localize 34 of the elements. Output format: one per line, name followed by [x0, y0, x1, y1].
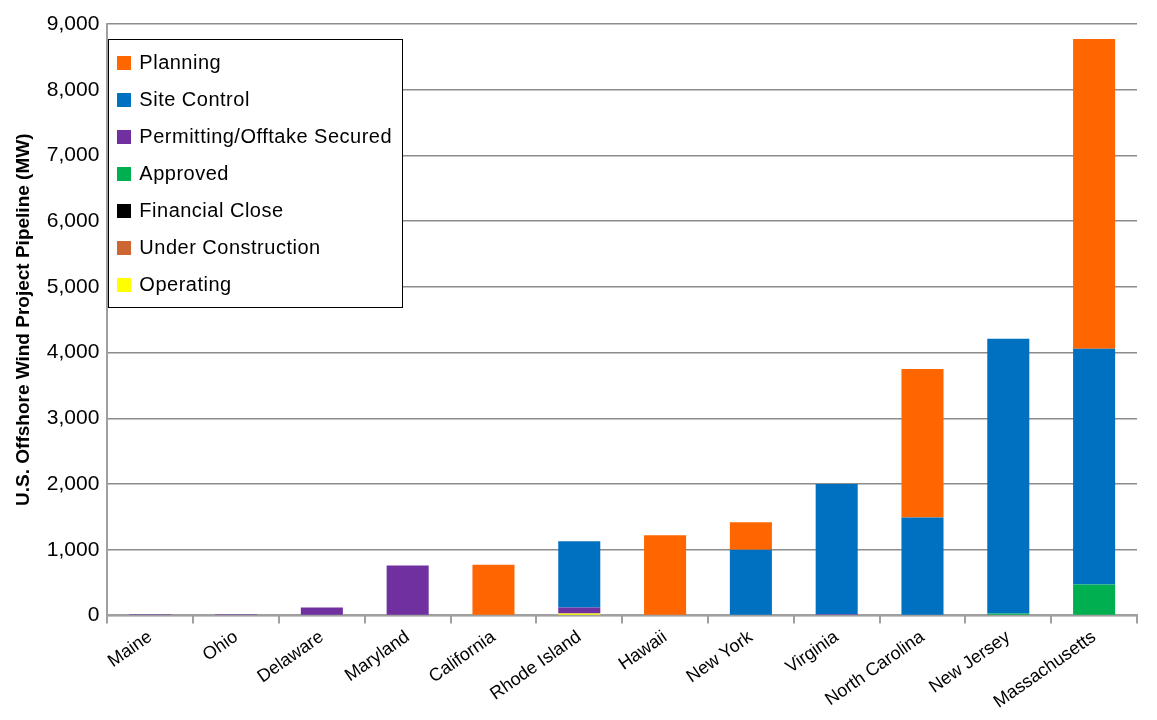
bar	[815, 484, 858, 615]
bar	[558, 541, 601, 608]
bar	[1073, 39, 1116, 349]
bar	[729, 522, 772, 550]
bar	[729, 549, 772, 615]
y-axis-title: U.S. Offshore Wind Project Pipeline (MW)	[11, 133, 33, 506]
bar	[1073, 584, 1116, 615]
y-tick-label: 3,000	[46, 405, 100, 429]
legend-label: Site Control	[139, 88, 250, 111]
legend-label: Planning	[139, 51, 222, 74]
legend-label: Under Construction	[139, 236, 321, 259]
y-tick-label: 5,000	[46, 273, 100, 297]
bar	[300, 607, 343, 615]
bar	[901, 517, 944, 615]
x-tick-label: New York	[682, 625, 757, 687]
y-tick-label: 1,000	[46, 536, 100, 560]
bar	[386, 565, 429, 615]
y-tick-label: 9,000	[46, 10, 100, 34]
y-tick-label: 4,000	[46, 339, 100, 363]
legend-label: Financial Close	[139, 199, 284, 222]
y-tick-label: 7,000	[46, 142, 100, 166]
x-tick-label: Ohio	[198, 626, 242, 665]
bar	[644, 535, 687, 615]
legend-label: Approved	[139, 162, 229, 185]
bar	[472, 564, 515, 615]
bar	[987, 338, 1030, 614]
legend-label: Permitting/Offtake Secured	[139, 125, 393, 148]
bar	[1073, 348, 1116, 585]
y-tick-label: 8,000	[46, 76, 100, 100]
legend-label: Operating	[139, 273, 232, 296]
bar	[901, 369, 944, 518]
y-tick-label: 2,000	[46, 470, 100, 494]
y-tick-label: 0	[87, 602, 100, 626]
y-tick-label: 6,000	[46, 207, 100, 231]
